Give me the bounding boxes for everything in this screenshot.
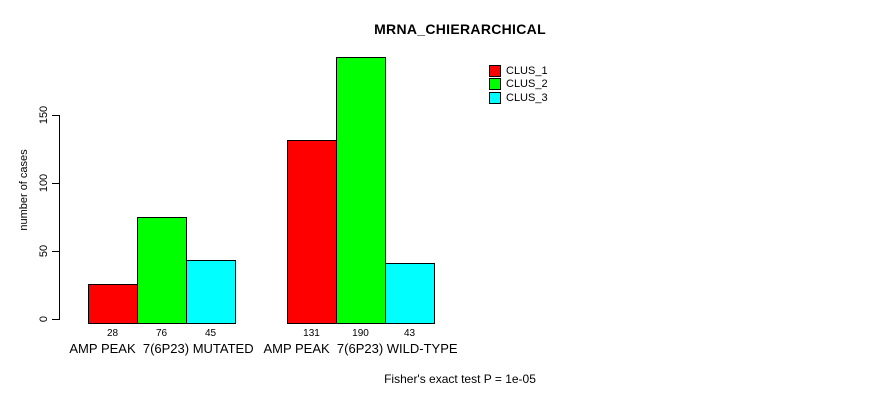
legend-swatch-clus_1 bbox=[489, 64, 501, 77]
legend-swatch-clus_2 bbox=[489, 78, 501, 91]
x-category-label: AMP PEAK 7(6P23) WILD-TYPE bbox=[263, 341, 458, 356]
legend-item-clus_3: CLUS_3 bbox=[489, 91, 548, 105]
bar-clus_3-mutated bbox=[186, 260, 236, 324]
y-tick bbox=[52, 251, 59, 252]
bar-clus_1-wild-type bbox=[287, 139, 337, 324]
y-tick bbox=[52, 115, 59, 116]
bar-clus_2-wild-type bbox=[336, 57, 386, 324]
legend-label: CLUS_3 bbox=[506, 91, 548, 104]
legend-item-clus_2: CLUS_2 bbox=[489, 78, 548, 92]
stat-annotation: Fisher's exact test P = 1e-05 bbox=[384, 372, 536, 386]
bar-value-clus_2-mutated: 76 bbox=[155, 328, 168, 339]
y-tick-label: 100 bbox=[38, 173, 50, 193]
legend: CLUS_1 CLUS_2 CLUS_3 bbox=[489, 64, 548, 105]
bar-value-clus_1-wild-type: 131 bbox=[303, 328, 320, 339]
legend-label: CLUS_2 bbox=[506, 78, 548, 91]
bar-clus_2-mutated bbox=[137, 216, 187, 324]
bar-clus_1-mutated bbox=[88, 283, 138, 324]
chart-title: MRNA_CHIERARCHICAL bbox=[374, 21, 546, 37]
bar-clus_3-wild-type bbox=[385, 262, 435, 324]
legend-swatch-clus_3 bbox=[489, 91, 501, 104]
y-tick-label: 50 bbox=[38, 244, 50, 258]
bar-value-clus_3-mutated: 45 bbox=[204, 328, 217, 339]
x-category-label: AMP PEAK 7(6P23) MUTATED bbox=[69, 341, 254, 356]
legend-label: CLUS_1 bbox=[506, 64, 548, 77]
y-tick-label: 0 bbox=[38, 315, 50, 323]
bar-value-clus_1-mutated: 28 bbox=[106, 328, 119, 339]
y-tick bbox=[52, 183, 59, 184]
y-tick-label: 150 bbox=[38, 105, 50, 125]
bar-value-clus_2-wild-type: 190 bbox=[352, 328, 369, 339]
y-tick bbox=[52, 319, 59, 320]
y-axis bbox=[59, 115, 60, 320]
bar-value-clus_3-wild-type: 43 bbox=[403, 328, 416, 339]
legend-item-clus_1: CLUS_1 bbox=[489, 64, 548, 78]
y-axis-title: number of cases bbox=[18, 149, 30, 231]
